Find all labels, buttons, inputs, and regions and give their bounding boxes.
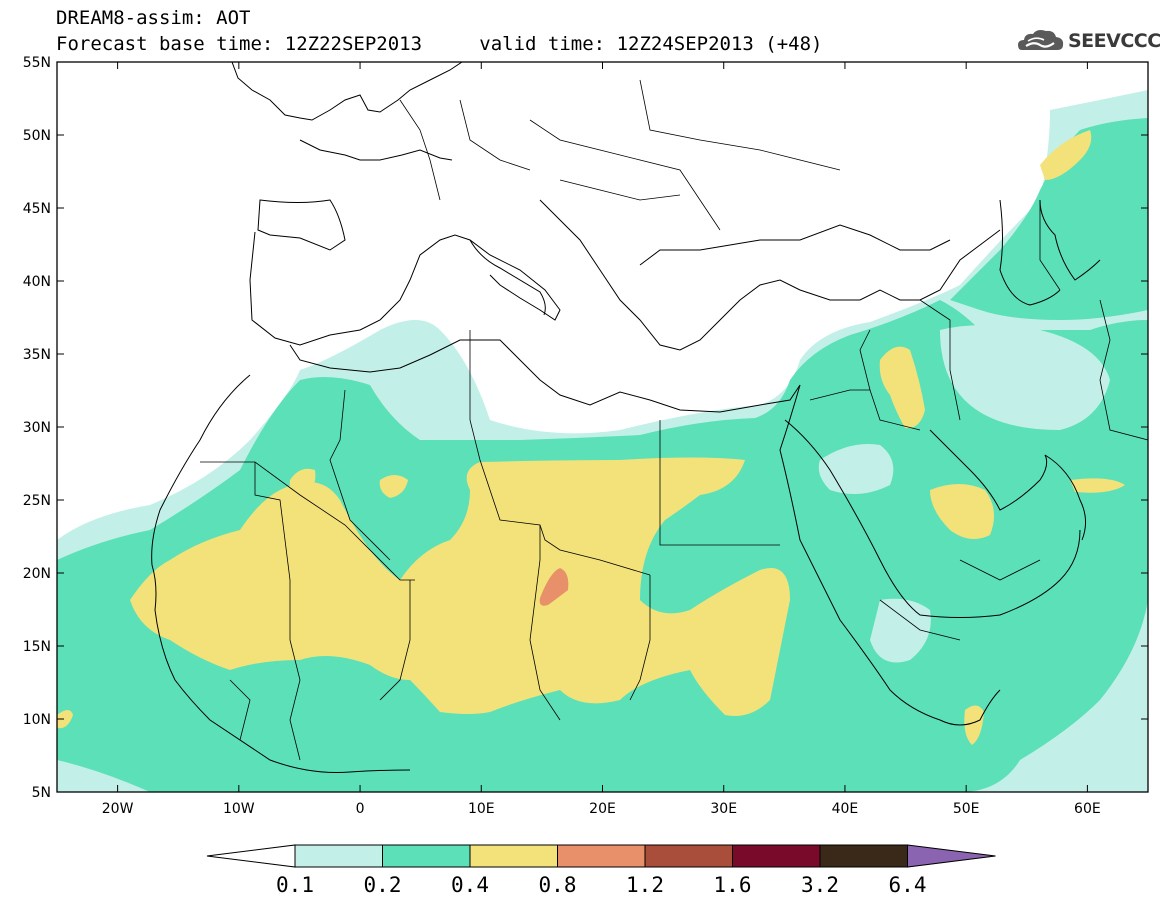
time-info: Forecast base time: 12Z22SEP2013 valid t… [56, 34, 822, 54]
logo-text: SEEVCCC [1068, 30, 1161, 52]
aot-contour-0.4-arabia [930, 484, 994, 539]
aot-contour-0.2-north [950, 118, 1148, 320]
base-time-label: Forecast base time: [56, 33, 274, 55]
aot-contour-0.4-coast [57, 710, 73, 729]
colorbar-cell [819, 844, 908, 868]
lon-tick-label: 30E [710, 801, 737, 817]
aot-contour-0.4-oman [1070, 478, 1125, 493]
coastlines [151, 62, 1101, 773]
lat-tick-label: 5N [32, 785, 51, 801]
base-time-value: 12Z22SEP2013 [284, 33, 423, 55]
country-borders [200, 79, 1148, 761]
lat-tick-label: 45N [23, 201, 51, 217]
colorbar-label: 0.2 [364, 873, 402, 897]
lon-tick-label: 60E [1074, 801, 1101, 817]
lon-tick-label: 0 [356, 801, 365, 817]
aot-contour-0.4-somalia [964, 705, 984, 745]
colorbar-label: 3.2 [801, 873, 839, 897]
lat-tick-label: 40N [23, 274, 51, 290]
axis-ticks: 55N 50N 45N 40N 35N 30N 25N 20N 15N 10N 5N 20W 10W 0 1… [23, 55, 1148, 817]
lon-tick-label: 50E [953, 801, 980, 817]
lon-tick-label: 40E [832, 801, 859, 817]
aot-contour-0.4-algeria [379, 475, 408, 498]
colorbar-right-arrow [907, 844, 996, 868]
aot-contour-0.8 [539, 568, 569, 606]
lat-tick-label: 10N [23, 712, 51, 728]
lat-tick-label: 35N [23, 347, 51, 363]
colorbar-label: 0.1 [276, 873, 314, 897]
aot-contour-0.4-iraq [879, 346, 925, 429]
lon-tick-label: 20W [102, 801, 134, 817]
aot-contour-0.4 [130, 457, 790, 716]
colorbar-cell [294, 844, 383, 868]
lat-tick-label: 50N [23, 128, 51, 144]
aot-field [57, 62, 1148, 792]
valid-time-label: valid time: [479, 33, 606, 55]
colorbar-label: 0.4 [451, 873, 489, 897]
lat-tick-label: 15N [23, 639, 51, 655]
lat-tick-label: 30N [23, 420, 51, 436]
cloud-icon [1018, 30, 1064, 50]
map-title: DREAM8-assim: AOT [56, 7, 251, 29]
colorbar-cell [382, 844, 471, 868]
aot-contour-0.1-gulfaden [870, 598, 931, 663]
colorbar-cell [732, 844, 821, 868]
aot-contour-0.1-iran [940, 325, 1110, 430]
colorbar-cell [557, 844, 646, 868]
colorbar-label: 6.4 [889, 873, 927, 897]
lat-tick-label: 25N [23, 493, 51, 509]
lon-tick-label: 20E [589, 801, 616, 817]
lat-tick-label: 55N [23, 55, 51, 71]
lon-tick-label: 10E [468, 801, 495, 817]
colorbar-label: 1.6 [714, 873, 752, 897]
colorbar-label: 0.8 [539, 873, 577, 897]
colorbar: 0.1 0.2 0.4 0.8 1.2 1.6 3.2 6.4 [206, 844, 996, 897]
lat-tick-label: 20N [23, 566, 51, 582]
lon-tick-label: 10W [223, 801, 255, 817]
colorbar-label: 1.2 [626, 873, 664, 897]
colorbar-left-arrow [206, 844, 296, 868]
valid-time-value: 12Z24SEP2013 (+48) [616, 33, 823, 55]
colorbar-cell [469, 844, 558, 868]
colorbar-cell [644, 844, 733, 868]
aot-contour-0.4-caspian [1040, 130, 1092, 180]
